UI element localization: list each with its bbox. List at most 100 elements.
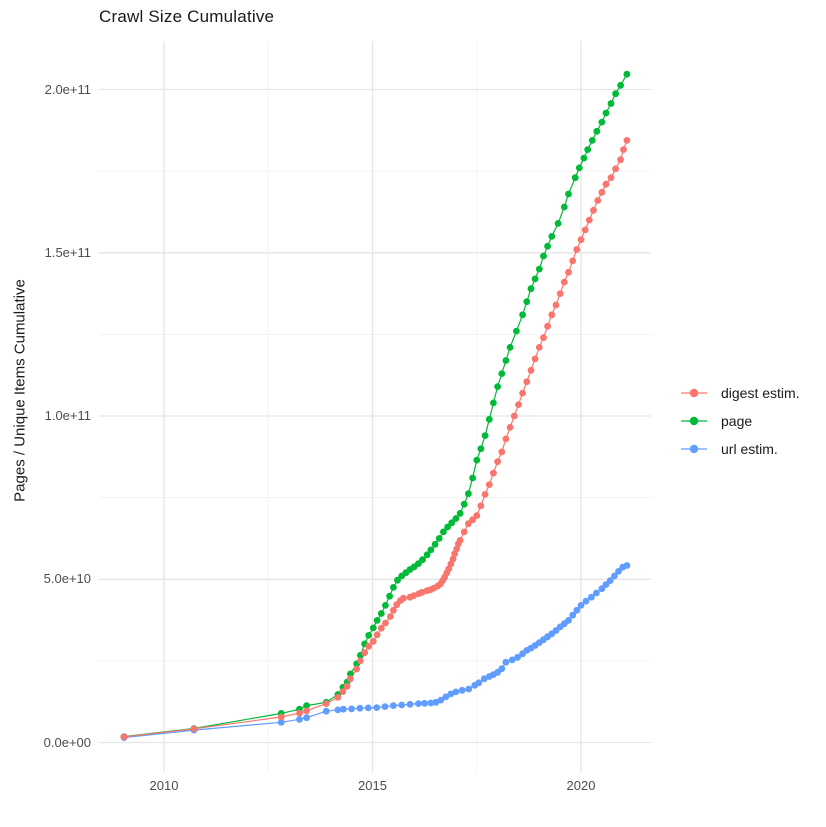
data-point-digest-estim- (400, 594, 407, 602)
data-point-digest-estim- (296, 709, 303, 717)
data-point-digest-estim- (620, 146, 627, 154)
y-tick-label: 0.0e+00 (43, 734, 91, 750)
data-point-url-estim- (442, 693, 450, 701)
data-point-page (560, 203, 568, 211)
data-point-page (527, 285, 535, 293)
data-point-page (554, 220, 562, 227)
data-point-page (382, 602, 389, 609)
data-point-page (593, 127, 601, 135)
data-point-page (602, 109, 610, 117)
data-point-page (440, 528, 447, 536)
data-point-digest-estim- (548, 311, 556, 319)
data-point-digest-estim- (120, 733, 128, 741)
legend-item-digest-estim-: digest estim. (681, 379, 800, 407)
data-point-page (365, 632, 373, 639)
data-point-url-estim- (615, 568, 622, 575)
data-point-page (423, 551, 431, 559)
data-point-digest-estim- (523, 378, 531, 386)
data-point-digest-estim- (560, 278, 568, 286)
x-tick-label: 2020 (566, 778, 596, 793)
data-point-url-estim- (334, 706, 342, 714)
data-point-digest-estim- (617, 156, 624, 164)
data-point-page (347, 670, 354, 678)
data-point-url-estim- (381, 703, 389, 710)
data-point-digest-estim- (510, 412, 518, 420)
data-point-digest-estim- (490, 469, 497, 477)
data-point-digest-estim- (612, 165, 619, 173)
data-point-url-estim- (303, 714, 310, 722)
data-point-page (598, 118, 606, 126)
data-point-url-estim- (415, 700, 422, 707)
data-point-url-estim- (406, 700, 414, 708)
data-point-page (469, 474, 476, 482)
data-point-digest-estim- (535, 344, 543, 351)
data-point-page (477, 445, 485, 453)
data-point-page (548, 233, 556, 240)
legend-key-icon (681, 416, 707, 426)
data-point-page (460, 500, 468, 508)
data-point-digest-estim- (277, 713, 285, 721)
data-point-digest-estim- (565, 268, 572, 276)
data-point-digest-estim- (477, 502, 485, 510)
data-point-digest-estim- (598, 188, 606, 196)
data-point-page (519, 311, 526, 319)
data-point-page (373, 617, 381, 624)
data-point-url-estim- (437, 696, 445, 704)
data-point-digest-estim- (387, 613, 394, 620)
data-point-digest-estim- (556, 290, 564, 297)
data-point-digest-estim- (373, 631, 381, 639)
legend-key-icon (681, 444, 707, 454)
data-point-url-estim- (421, 699, 428, 707)
legend-label: url estim. (721, 441, 778, 457)
data-point-url-estim- (611, 572, 618, 580)
y-tick-label: 1.0e+11 (44, 408, 91, 423)
data-point-digest-estim- (357, 657, 364, 665)
data-point-page (394, 576, 401, 584)
legend-item-url-estim-: url estim. (681, 435, 800, 463)
data-point-url-estim- (623, 562, 631, 569)
data-point-digest-estim- (449, 555, 457, 563)
data-point-page (452, 515, 460, 522)
data-point-digest-estim- (494, 458, 501, 466)
data-point-page (481, 432, 489, 439)
data-point-digest-estim- (469, 516, 476, 524)
data-point-digest-estim- (322, 700, 330, 707)
data-point-url-estim- (475, 679, 483, 687)
data-point-page (607, 100, 615, 107)
data-point-url-estim- (356, 704, 364, 712)
data-point-url-estim- (296, 715, 303, 723)
legend-label: page (721, 413, 753, 429)
data-point-page (448, 519, 456, 527)
data-point-digest-estim- (519, 389, 526, 397)
data-point-digest-estim- (527, 366, 535, 374)
data-point-url-estim- (398, 701, 406, 709)
data-point-page (444, 523, 451, 531)
data-point-page (531, 275, 539, 283)
data-point-digest-estim- (502, 435, 510, 443)
data-point-url-estim- (458, 686, 466, 694)
data-point-digest-estim- (506, 424, 514, 431)
data-point-url-estim- (606, 577, 614, 584)
data-point-digest-estim- (485, 481, 493, 488)
y-tick-label: 2.0e+11 (44, 81, 91, 97)
data-point-digest-estim- (361, 649, 368, 657)
data-point-digest-estim- (353, 665, 361, 673)
data-point-page (456, 509, 464, 517)
data-point-url-estim- (573, 606, 581, 614)
data-point-url-estim- (427, 699, 435, 707)
data-point-page (502, 357, 510, 364)
data-point-page (431, 540, 439, 548)
data-point-digest-estim- (481, 491, 489, 498)
data-point-url-estim- (390, 702, 397, 709)
data-point-page (473, 456, 481, 464)
data-point-digest-estim- (590, 206, 597, 214)
data-point-digest-estim- (382, 619, 389, 627)
data-point-page (623, 70, 631, 78)
data-point-page (584, 146, 592, 154)
data-point-url-estim- (452, 688, 460, 696)
data-point-page (617, 81, 624, 89)
data-point-page (427, 546, 435, 554)
data-point-url-estim- (598, 585, 606, 593)
data-point-digest-estim- (390, 606, 397, 614)
